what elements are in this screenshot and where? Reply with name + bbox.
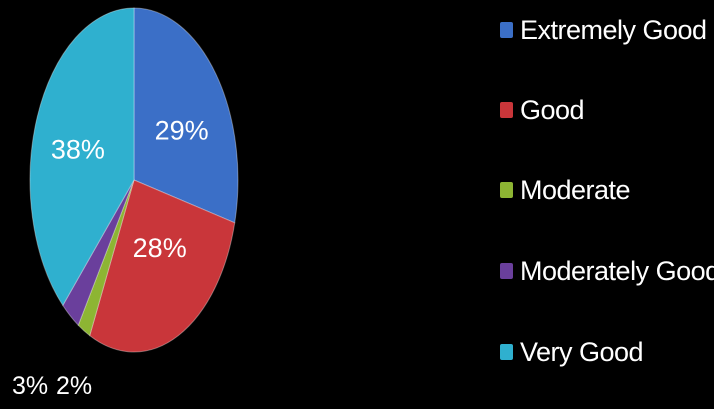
legend-swatch-extremely-good [500, 22, 513, 38]
pie-plot-area: 29% 28% 38% [29, 7, 239, 353]
legend-swatch-moderate [500, 182, 513, 198]
legend-label: Moderate [520, 174, 631, 205]
legend-item-moderately-good: Moderately Good [500, 253, 714, 289]
legend-label: Extremely Good [520, 14, 707, 45]
legend-label: Very Good [520, 336, 644, 367]
pie-slice-moderate [77, 179, 135, 337]
legend-item-moderate: Moderate [500, 172, 631, 208]
legend-swatch-very-good [500, 344, 513, 360]
pie-slice-moderately-good [62, 179, 135, 327]
legend-label: Moderately Good [520, 255, 714, 286]
slice-label-good: 28% [133, 233, 187, 263]
legend-item-very-good: Very Good [500, 334, 644, 370]
legend-item-good: Good [500, 92, 585, 128]
slice-label-extremely-good: 29% [155, 116, 209, 146]
legend-swatch-good [500, 102, 513, 118]
pie-slice-good [89, 179, 236, 353]
legend-label: Good [520, 94, 585, 125]
pie-slice-very-good [29, 7, 135, 307]
slice-label-moderately-good: 3% [12, 372, 49, 400]
pie-slice-extremely-good [133, 7, 239, 224]
legend-item-extremely-good: Extremely Good [500, 12, 707, 48]
slice-label-very-good: 38% [51, 135, 105, 165]
legend-swatch-moderately-good [500, 263, 513, 279]
slice-label-moderate: 2% [56, 372, 93, 400]
